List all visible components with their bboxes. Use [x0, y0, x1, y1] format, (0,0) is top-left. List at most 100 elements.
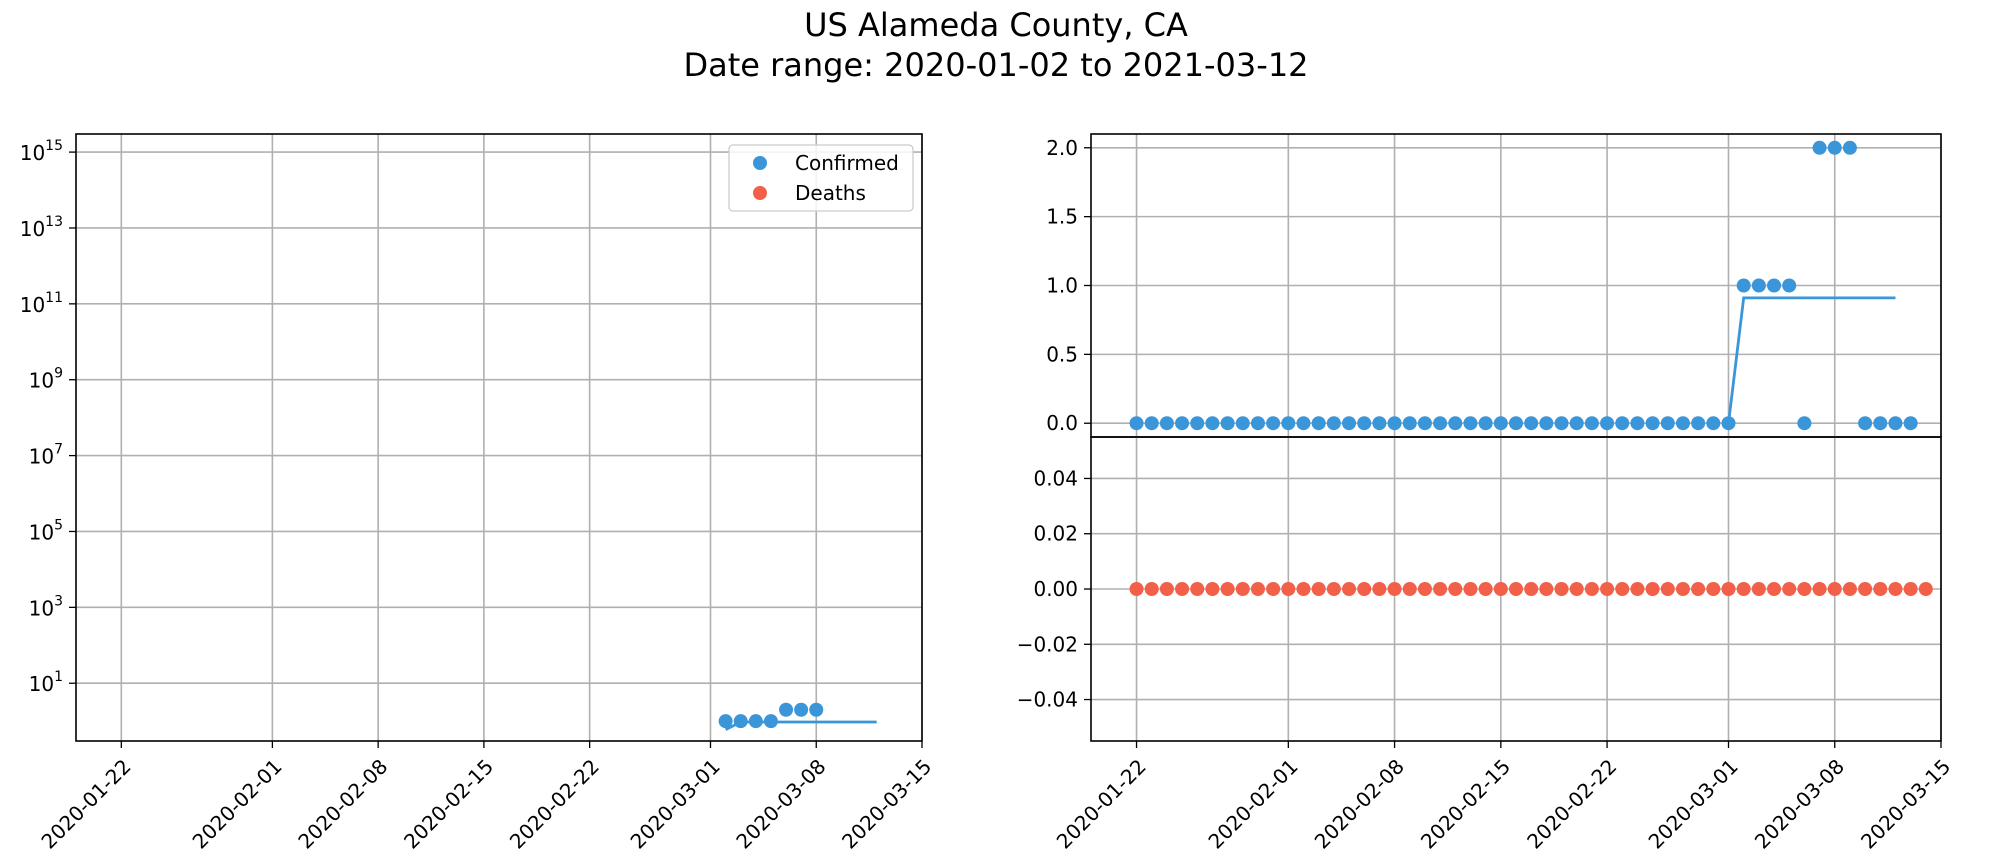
confirmed-point [1888, 416, 1903, 431]
deaths-point [1235, 582, 1250, 596]
deaths-point [1842, 582, 1857, 596]
y-tick-label: 107 [29, 442, 63, 469]
y-tick-label: 0.02 [1033, 522, 1078, 546]
confirmed-point [1342, 416, 1357, 431]
confirmed-trend-line [1727, 296, 1896, 424]
y-tick-label: 0.5 [1046, 342, 1078, 366]
deaths-point [1220, 582, 1235, 596]
confirmed-point [1903, 416, 1918, 431]
deaths-point [1159, 582, 1174, 596]
deaths-point [1736, 582, 1751, 596]
confirmed-point [794, 702, 809, 717]
confirmed-point [1569, 416, 1584, 431]
confirmed-point [1675, 416, 1690, 431]
deaths-point [1326, 582, 1341, 596]
x-tick-label: 2020-03-01 [1644, 754, 1743, 853]
deaths-point [1250, 582, 1265, 596]
y-tick-label: −0.04 [1017, 688, 1078, 712]
confirmed-point [1372, 416, 1387, 431]
confirmed-point [1797, 416, 1812, 431]
deaths-point [1387, 582, 1402, 596]
confirmed-legend-marker [753, 156, 767, 170]
deaths-point [1554, 582, 1569, 596]
figure-title-line-2: Date range: 2020-01-02 to 2021-03-12 [683, 46, 1309, 84]
confirmed-point [1144, 416, 1159, 431]
deaths-point [1493, 582, 1508, 596]
deaths-point [1296, 582, 1311, 596]
confirmed-point [1706, 416, 1721, 431]
deaths-point [1918, 582, 1933, 596]
deaths-point [1463, 582, 1478, 596]
deaths-point [1190, 582, 1205, 596]
x-tick-label: 2020-02-22 [505, 754, 604, 853]
confirmed-point [763, 714, 778, 729]
deaths-point [1660, 582, 1675, 596]
x-tick-label: 2020-02-15 [399, 754, 498, 853]
x-tick-label: 2020-02-01 [188, 754, 287, 853]
confirmed-point [1827, 140, 1842, 155]
deaths-point [1311, 582, 1326, 596]
confirmed-point [1524, 416, 1539, 431]
x-tick-label: 2020-02-15 [1416, 754, 1515, 853]
deaths-point [1797, 582, 1812, 596]
confirmed-point [1220, 416, 1235, 431]
deaths-point [1357, 582, 1372, 596]
x-tick-label: 2020-02-08 [293, 754, 392, 853]
deaths-point [1129, 582, 1144, 596]
deaths-point [1509, 582, 1523, 596]
legend: Confirmed Deaths [728, 144, 914, 212]
deaths-point [1827, 582, 1842, 596]
deaths-point [1266, 582, 1281, 596]
confirmed-point [1842, 140, 1857, 155]
y-tick-label: 101 [29, 669, 63, 696]
x-tick-label: 2020-01-22 [36, 754, 135, 853]
confirmed-point [1326, 416, 1341, 431]
deaths-point [1751, 582, 1766, 596]
deaths-point [1721, 582, 1736, 596]
y-tick-label: 0.04 [1033, 466, 1078, 490]
deaths-point [1782, 582, 1797, 596]
confirmed-point [1782, 278, 1797, 293]
right-bottom-plot: 2020-01-22 2020-02-01 2020-02-08 2020-02-15… [1017, 436, 1955, 853]
right-bottom-frame [1090, 436, 1942, 742]
confirmed-point [1448, 416, 1463, 431]
confirmed-point [1478, 416, 1493, 431]
y-tick-label: 103 [29, 593, 63, 620]
confirmed-point [1129, 416, 1144, 431]
deaths-point [1342, 582, 1357, 596]
deaths-point [1903, 582, 1918, 596]
left-plot-frame [75, 133, 923, 742]
deaths-point [1524, 582, 1539, 596]
confirmed-point [1812, 140, 1827, 155]
deaths-point [1402, 582, 1417, 596]
y-tick-label: 1011 [20, 290, 63, 317]
y-tick-label: 1015 [20, 138, 63, 165]
y-tick-label: 109 [29, 366, 63, 393]
x-tick-label: 2020-03-15 [1856, 754, 1955, 853]
confirmed-point [1736, 278, 1751, 293]
confirmed-point [1205, 416, 1220, 431]
confirmed-point [718, 714, 733, 729]
confirmed-point [1630, 416, 1645, 431]
deaths-point [1858, 582, 1873, 596]
confirmed-point [1509, 416, 1523, 431]
deaths-point [1281, 582, 1296, 596]
deaths-point [1417, 582, 1432, 596]
confirmed-point [1357, 416, 1372, 431]
x-tick-label: 2020-01-22 [1052, 754, 1151, 853]
right-top-plot: 0.0 0.5 1.0 1.5 2.0 [1046, 133, 1942, 438]
confirmed-point [1493, 416, 1508, 431]
deaths-point [1888, 582, 1903, 596]
deaths-point [1372, 582, 1387, 596]
x-tick-label: 2020-03-01 [626, 754, 725, 853]
deaths-point [1645, 582, 1660, 596]
deaths-point [1539, 582, 1554, 596]
deaths-point [1873, 582, 1888, 596]
x-tick-label: 2020-03-15 [837, 754, 936, 853]
deaths-legend-marker [753, 186, 767, 200]
left-plot: 2020-01-22 2020-02-01 2020-02-08 2020-02-15… [20, 133, 936, 853]
y-tick-label: 1013 [20, 214, 63, 241]
deaths-point [1615, 582, 1630, 596]
